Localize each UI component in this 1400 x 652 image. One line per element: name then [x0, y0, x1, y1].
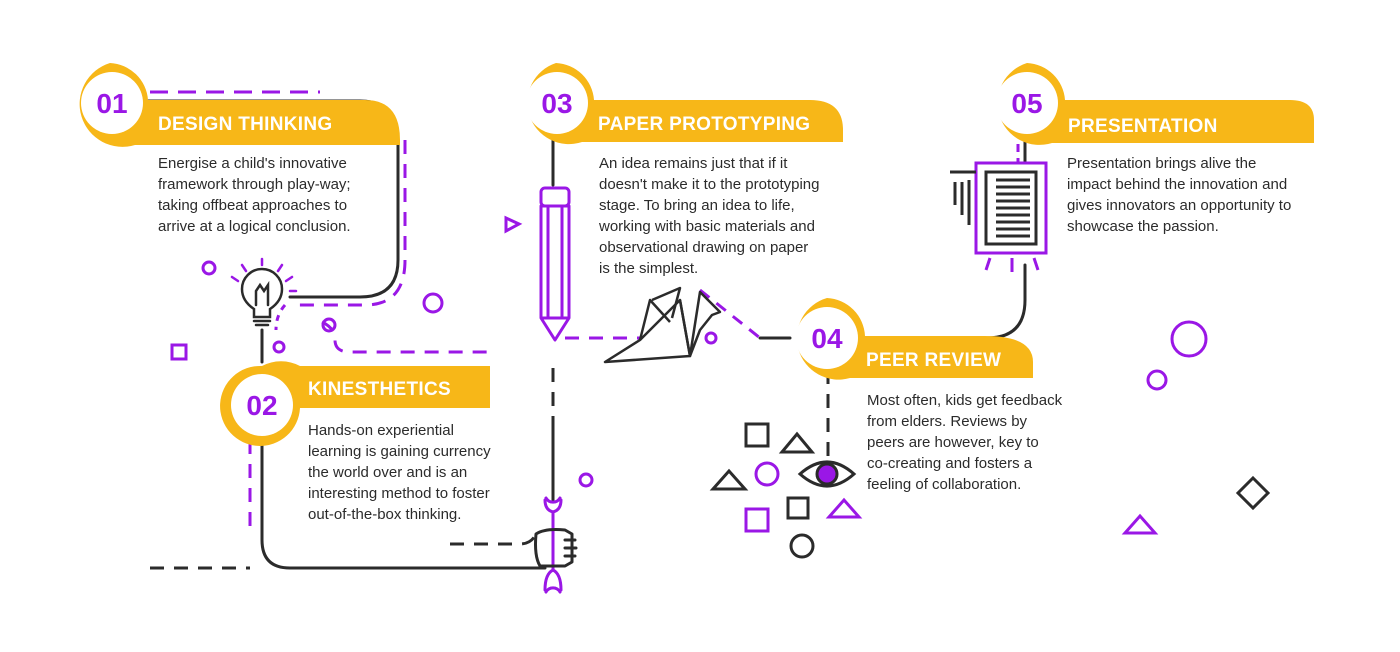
triangle-shape	[1121, 513, 1159, 535]
square-shape	[744, 422, 770, 448]
step-number-04: 04	[811, 323, 843, 354]
dash-hand	[450, 535, 537, 546]
step-circle-03	[526, 72, 588, 134]
step-title-02: KINESTHETICS	[308, 379, 451, 400]
dashed-lines	[150, 90, 1020, 570]
circle-shape	[201, 260, 217, 276]
step-number-03: 03	[541, 88, 572, 119]
triangle-shape	[825, 497, 863, 519]
step-circle-04	[796, 307, 858, 369]
step-banner-02	[220, 361, 491, 446]
circle-shape	[321, 317, 337, 333]
lightbulb-icon	[230, 257, 298, 327]
pencil-icon	[539, 186, 571, 342]
wrench-hand-icon	[534, 496, 578, 594]
step-05-badge: 05 PRESENTATION	[996, 63, 1314, 145]
step-description-01: Energise a child's innovative framework …	[158, 155, 351, 235]
step-title-03: PAPER PROTOTYPING	[598, 114, 810, 135]
step-description-02: Hands-on experiential learning is gainin…	[308, 422, 491, 523]
dash-01-loop	[290, 140, 407, 307]
square-shape	[786, 496, 810, 520]
step-04-badge: 04 PEER REVIEW	[796, 298, 1033, 380]
paper-crane-icon	[603, 286, 722, 364]
step-circle-05	[996, 72, 1058, 134]
presentation-board-icon	[950, 161, 1048, 272]
step-title-04: PEER REVIEW	[866, 350, 1001, 371]
step-number-02: 02	[246, 390, 277, 421]
step-01-badge: 01 DESIGN THINKING	[79, 63, 401, 147]
step-03-badge: 03 PAPER PROTOTYPING	[526, 63, 843, 145]
connector-02-hand	[260, 438, 547, 570]
step-banner-05	[997, 63, 1314, 145]
connector-04-05	[858, 263, 1027, 340]
dash-crane	[699, 288, 761, 340]
circle-shape	[1170, 320, 1208, 358]
step-description-04: Most often, kids get feedback from elder…	[867, 392, 1063, 493]
step-circle-01	[81, 72, 143, 134]
circle-shape	[272, 340, 286, 354]
square-shape	[170, 343, 188, 361]
diamond-shape	[1235, 475, 1271, 511]
triangle-shape	[504, 215, 523, 234]
decorative-shapes	[170, 215, 1271, 559]
square-shape	[744, 507, 770, 533]
step-banner-01	[79, 63, 401, 147]
step-title-05: PRESENTATION	[1068, 116, 1218, 137]
step-02-badge: 02 KINESTHETICS	[220, 361, 491, 446]
step-number-01: 01	[96, 88, 127, 119]
circle-shape	[754, 461, 780, 487]
step-description-05: Presentation brings alive the impact beh…	[1067, 155, 1292, 235]
circle-shape	[578, 472, 594, 488]
step-circle-02	[231, 374, 293, 436]
step-number-05: 05	[1011, 88, 1042, 119]
circle-shape	[1146, 369, 1168, 391]
circle-shape	[422, 292, 444, 314]
step-description-03: An idea remains just that if it doesn't …	[599, 155, 820, 277]
triangle-shape	[709, 468, 749, 491]
circle-shape	[704, 331, 718, 345]
step-banner-03	[527, 63, 843, 145]
triangle-shape	[778, 431, 816, 454]
eye-icon	[797, 460, 857, 488]
step-banner-04	[796, 298, 1033, 380]
dash-bulb	[274, 303, 287, 331]
circle-shape	[789, 533, 815, 559]
dash-mid	[321, 320, 490, 354]
step-title-01: DESIGN THINKING	[158, 114, 332, 135]
